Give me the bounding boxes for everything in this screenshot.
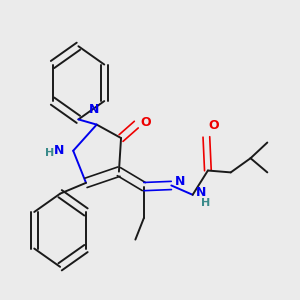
Text: O: O: [208, 119, 218, 133]
Text: N: N: [54, 143, 65, 157]
Text: H: H: [45, 148, 54, 158]
Text: H: H: [201, 198, 210, 208]
Text: N: N: [89, 103, 99, 116]
Text: O: O: [140, 116, 151, 129]
Text: N: N: [175, 175, 185, 188]
Text: N: N: [196, 186, 207, 200]
